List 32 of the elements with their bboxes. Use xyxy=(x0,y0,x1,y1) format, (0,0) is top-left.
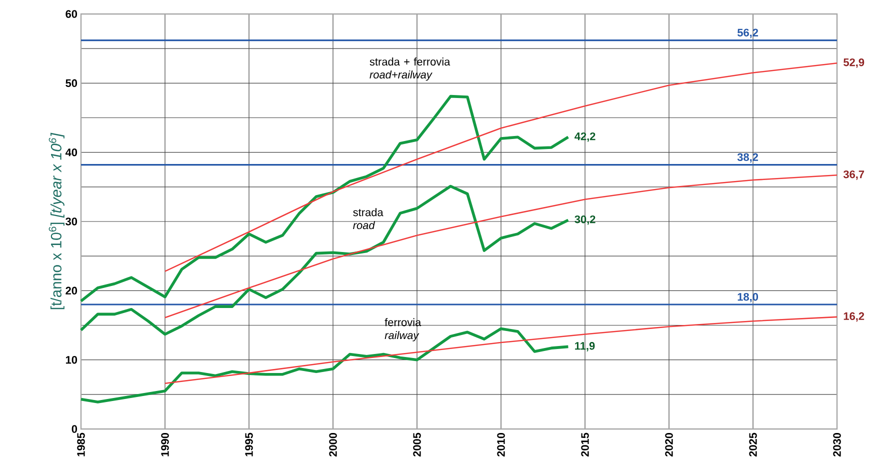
ref-line-label: 56,2 xyxy=(737,28,758,38)
data-label: 36,7 xyxy=(843,170,864,180)
data-label: 16,2 xyxy=(844,312,864,322)
x-tick-label: 2020 xyxy=(665,432,673,457)
text: [t/anno x 10$^{6}$] [t/year x 10$^{6}$] xyxy=(48,132,64,310)
y-tick-label: 40 xyxy=(65,148,78,156)
x-tick-label: 2025 xyxy=(749,432,757,457)
line-series xyxy=(164,174,838,318)
annotation: strada road xyxy=(353,208,384,230)
data-label: 52,9 xyxy=(844,58,864,68)
y-tick-label: 30 xyxy=(66,218,78,226)
y-tick-label: 60 xyxy=(66,10,78,18)
data-label: 30,2 xyxy=(574,215,596,225)
x-tick-label: 2015 xyxy=(581,432,589,457)
ref-line-label: 38,2 xyxy=(737,153,758,163)
y-tick-label: 50 xyxy=(66,79,78,88)
y-tick-label: 10 xyxy=(66,356,78,364)
x-tick-label: 2010 xyxy=(497,432,505,457)
ref-line-label: 18,0 xyxy=(738,292,758,302)
y-tick-label: 0 xyxy=(72,425,78,433)
x-tick-label: 2000 xyxy=(329,432,337,457)
x-tick-label: 2005 xyxy=(413,432,421,457)
annotation: strada + ferrovia road+railway xyxy=(370,58,450,81)
y-tick-label: 20 xyxy=(66,286,78,295)
x-tick-label: 1985 xyxy=(77,432,85,456)
x-tick-label: 2030 xyxy=(833,432,841,457)
annotation: ferrovia railway xyxy=(384,318,422,342)
data-label: 42,2 xyxy=(574,132,596,142)
x-tick-label: 1990 xyxy=(161,432,169,456)
data-label: 11,9 xyxy=(575,342,595,352)
line-series xyxy=(164,316,838,384)
x-tick-label: 1995 xyxy=(245,432,253,456)
